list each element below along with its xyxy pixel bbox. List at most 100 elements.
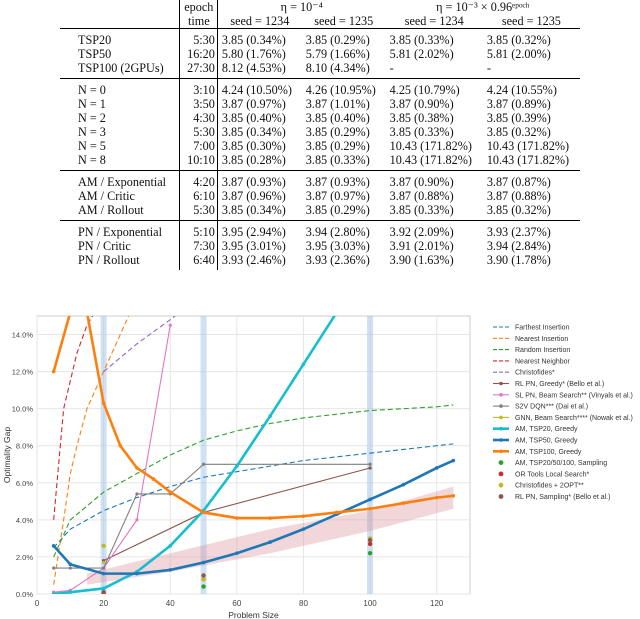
epoch-time: 4:30 xyxy=(178,111,218,125)
cell-value: 3.87 (0.88%) xyxy=(389,189,454,203)
table-row: PN / Exponential 5:10 3.95 (2.94%) 3.94 (2.… xyxy=(60,220,580,239)
legend-entry: OR Tools Local Search* xyxy=(515,471,589,478)
cell-value: 4.24 (10.55%) xyxy=(482,78,580,97)
legend-entry: Christofides + 2OPT** xyxy=(515,483,584,490)
y-tick-label: 14.0% xyxy=(12,331,34,340)
legend-entry: AM, TSP20, Greedy xyxy=(515,426,578,433)
cell-value: 5.80 (1.76%) xyxy=(221,47,286,61)
data-point xyxy=(368,506,372,511)
cell-value: 10.43 (171.82%) xyxy=(486,153,570,167)
data-point xyxy=(168,544,173,548)
data-point xyxy=(434,495,439,500)
data-point xyxy=(101,586,106,591)
cell-value: 3.95 (2.94%) xyxy=(217,220,302,239)
series-line xyxy=(53,443,454,549)
data-point xyxy=(301,514,306,518)
cell-value: 3.85 (0.33%) xyxy=(305,153,370,167)
cell-value: 10.43 (171.82%) xyxy=(389,153,472,167)
x-tick-label: 20 xyxy=(99,599,108,608)
cell-value: 10.43 (171.82%) xyxy=(389,139,472,153)
data-point xyxy=(101,571,106,576)
row-label: N = 2 xyxy=(78,111,106,125)
data-point xyxy=(168,490,173,494)
legend-marker xyxy=(499,438,503,442)
epoch-time: 5:30 xyxy=(178,203,218,221)
data-point xyxy=(235,516,239,520)
epoch-time: 4:20 xyxy=(178,170,218,189)
series-line xyxy=(53,316,336,594)
epoch-time: 5:10 xyxy=(178,220,218,239)
cell-value: 3.85 (0.28%) xyxy=(221,153,286,167)
data-point xyxy=(401,501,406,505)
legend-entry: Christofides* xyxy=(515,370,555,377)
legend-entry: AM, TSP50, Greedy xyxy=(515,438,578,445)
cell-value: 3.85 (0.33%) xyxy=(385,28,483,47)
data-point xyxy=(201,510,206,515)
legend-marker xyxy=(499,393,503,397)
legend-marker xyxy=(499,404,503,408)
epoch-time: 5:30 xyxy=(178,28,218,47)
eta2-header: η = 10⁻³ × 0.96ᵉᵖᵒᶜʰ xyxy=(436,0,530,14)
confidence-band xyxy=(86,486,454,585)
table-row: N = 5 7:00 3.85 (0.30%) 3.85 (0.29%) 10.43 (… xyxy=(60,139,580,153)
x-axis-label: Problem Size xyxy=(228,610,279,619)
data-point xyxy=(51,544,56,548)
results-table: epoch η = 10⁻⁴ η = 10⁻³ × 0.96ᵉᵖᵒᶜʰ time… xyxy=(60,0,580,270)
data-point xyxy=(367,541,373,547)
legend-marker xyxy=(498,494,504,499)
table-row: AM / Critic 6:10 3.87 (0.96%) 3.87 (0.97%) 3… xyxy=(60,189,580,203)
epoch-time: 3:50 xyxy=(178,97,218,111)
data-point xyxy=(168,568,173,572)
row-label: N = 1 xyxy=(78,97,106,111)
y-tick-label: 10.0% xyxy=(12,405,34,414)
y-tick-label: 2.0% xyxy=(16,553,33,562)
problem-size-highlight xyxy=(100,316,107,594)
data-point xyxy=(367,538,373,543)
data-point xyxy=(69,310,73,314)
data-point xyxy=(135,466,139,470)
cell-value: 3.87 (0.90%) xyxy=(389,97,454,111)
cell-value: 4.25 (10.79%) xyxy=(385,78,483,97)
epoch-time: 7:30 xyxy=(178,239,218,253)
cell-value: 3.85 (0.40%) xyxy=(221,111,286,125)
data-point xyxy=(235,464,239,468)
table-row: N = 3 5:30 3.85 (0.34%) 3.85 (0.29%) 3.85 (0… xyxy=(60,125,580,139)
data-point xyxy=(52,566,56,570)
row-label: PN / Rollout xyxy=(78,253,140,267)
cell-value: 3.85 (0.29%) xyxy=(301,28,386,47)
data-point xyxy=(201,576,206,582)
cell-value: 3.92 (2.09%) xyxy=(385,220,483,239)
seed-header: seed = 1235 xyxy=(314,14,374,28)
legend-marker xyxy=(499,415,503,420)
series-line xyxy=(53,404,454,558)
data-point xyxy=(268,414,272,418)
data-point xyxy=(401,482,406,487)
cell-value: 3.87 (0.93%) xyxy=(217,170,302,189)
table-row: N = 0 3:10 4.24 (10.50%) 4.26 (10.95%) 4.25 … xyxy=(60,78,580,97)
table-row: N = 1 3:50 3.87 (0.97%) 3.87 (1.01%) 3.87 (0… xyxy=(60,97,580,111)
seed-header: seed = 1234 xyxy=(230,14,290,28)
row-label: N = 8 xyxy=(78,153,106,167)
cell-value: 3.85 (0.33%) xyxy=(389,203,454,217)
legend-marker xyxy=(498,471,504,477)
data-point xyxy=(201,560,206,565)
cell-value: 3.91 (2.01%) xyxy=(389,239,454,253)
y-tick-label: 4.0% xyxy=(16,516,33,525)
row-label: TSP20 xyxy=(60,28,180,47)
data-point xyxy=(135,492,139,496)
cell-value: 4.26 (10.95%) xyxy=(301,78,386,97)
cell-value: 3.87 (0.88%) xyxy=(486,189,551,203)
cell-value: 3.85 (0.32%) xyxy=(486,203,551,217)
epoch-header: epoch xyxy=(178,0,218,14)
cell-value: 3.93 (2.36%) xyxy=(305,253,370,267)
y-tick-label: 6.0% xyxy=(16,479,33,488)
cell-value: 3.95 (3.03%) xyxy=(305,239,370,253)
data-point xyxy=(301,527,306,531)
data-point xyxy=(101,589,106,594)
epoch-time: 3:10 xyxy=(178,78,218,97)
data-point xyxy=(368,497,372,502)
data-point xyxy=(368,466,372,470)
data-point xyxy=(434,466,439,470)
epoch-time: 7:00 xyxy=(178,139,218,153)
legend-entry: S2V DQN*** (Dai et al.) xyxy=(515,404,588,411)
